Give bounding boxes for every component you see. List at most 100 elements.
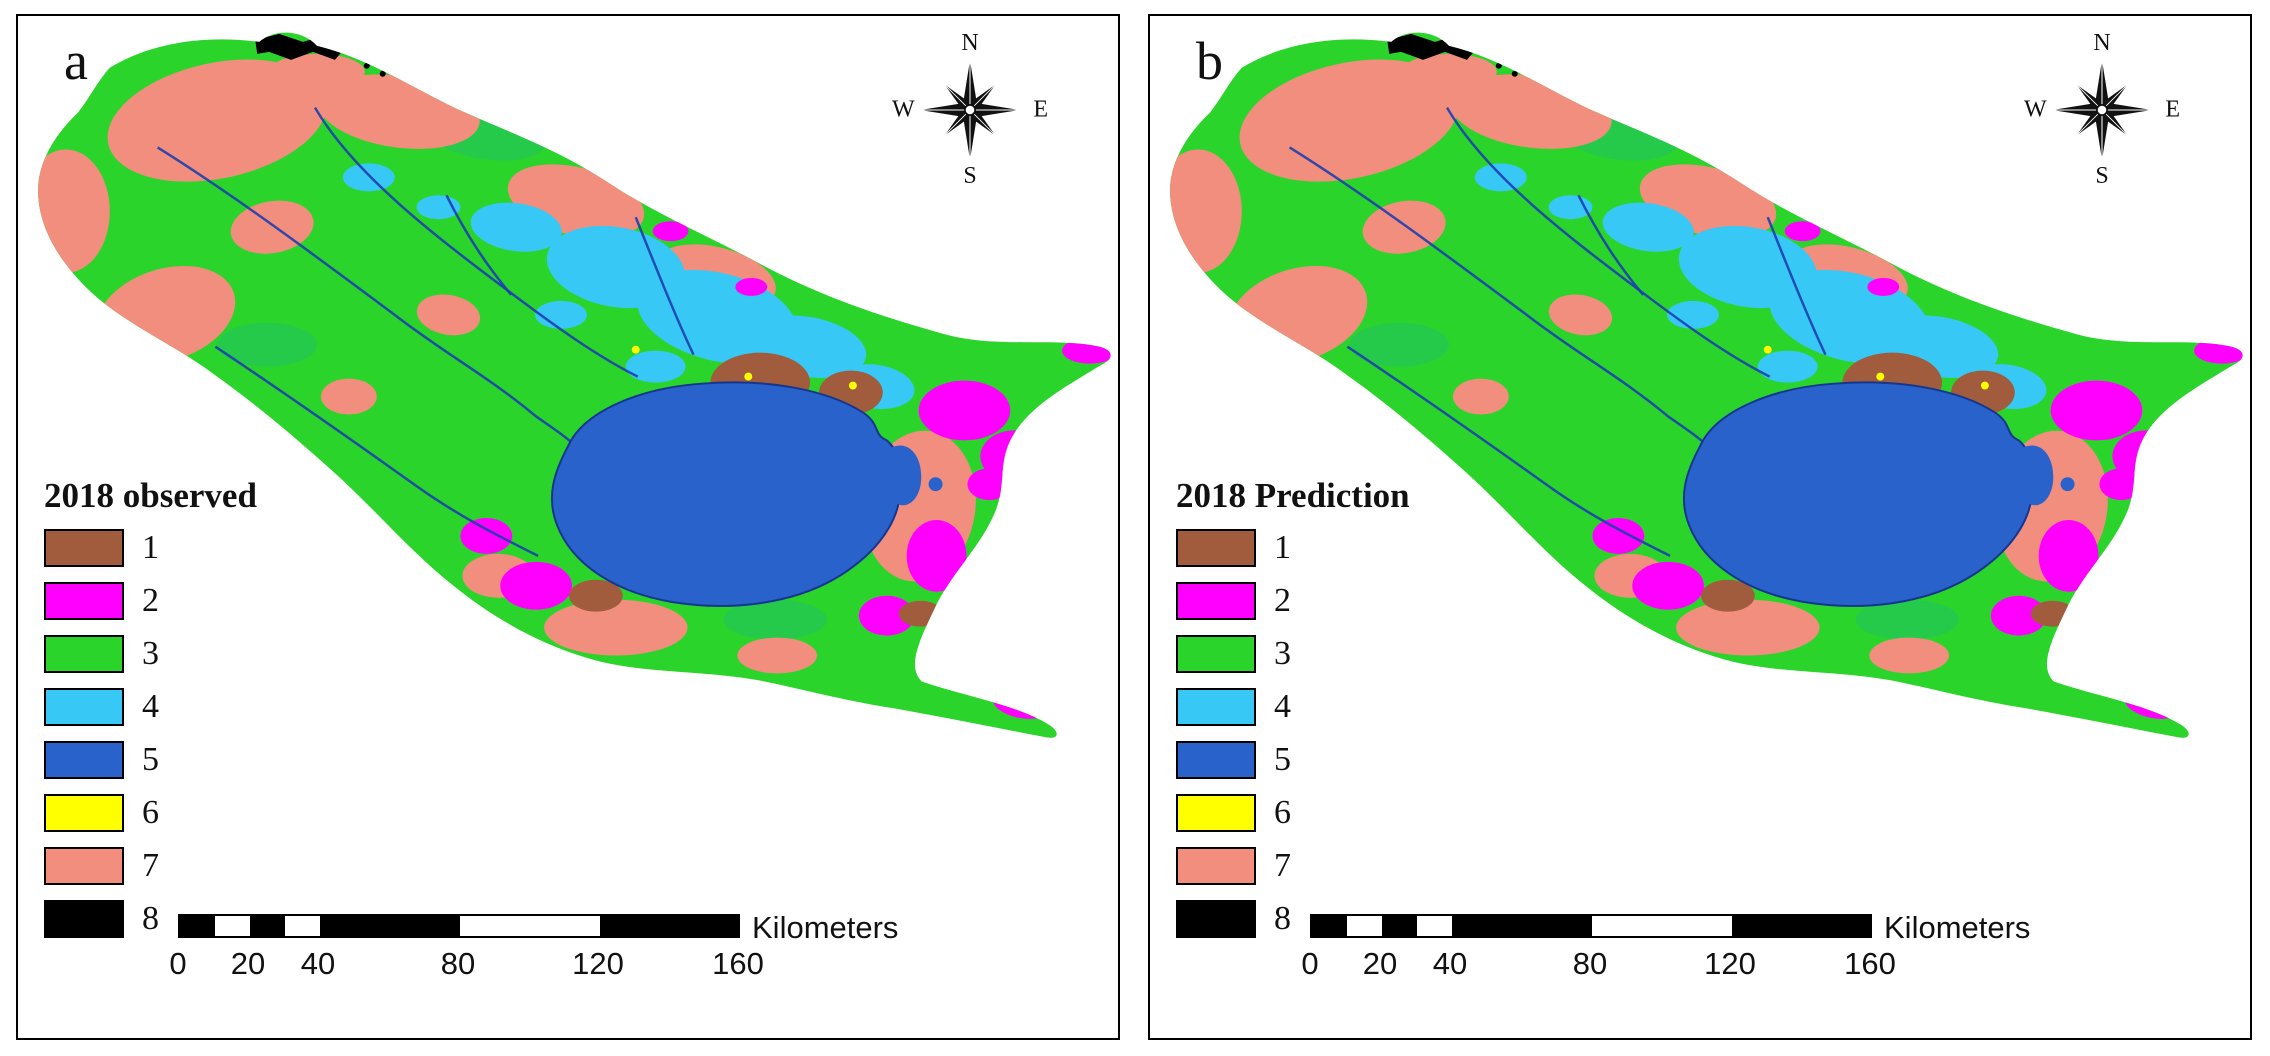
legend-row: 7 <box>1176 846 1410 886</box>
legend-row: 5 <box>44 740 257 780</box>
legend-row: 4 <box>44 687 257 727</box>
legend-swatch <box>44 582 124 620</box>
scale-segment <box>285 916 320 936</box>
scale-segment <box>1592 916 1732 936</box>
legend-swatch <box>44 741 124 779</box>
scale-segment <box>250 916 285 936</box>
legend-item-value: 6 <box>1274 794 1291 831</box>
scale-segment <box>460 916 600 936</box>
legend-row: 2 <box>1176 581 1410 621</box>
scale-segment <box>1452 916 1592 936</box>
legend-swatch <box>44 529 124 567</box>
legend-swatch <box>1176 900 1256 938</box>
compass-s-label: S <box>2095 163 2109 189</box>
scale-ticks: 0 20 40 80 120 160 <box>1301 946 1895 986</box>
legend-swatch <box>1176 688 1256 726</box>
scale-segment <box>1347 916 1382 936</box>
legend-swatch <box>44 688 124 726</box>
legend-swatch <box>44 794 124 832</box>
scale-tick: 80 <box>1572 946 1608 981</box>
scale-segment <box>215 916 250 936</box>
legend-item-value: 2 <box>142 582 159 619</box>
legend-row: 2 <box>44 581 257 621</box>
legend-row: 1 <box>1176 528 1410 568</box>
scale-segment <box>1382 916 1417 936</box>
compass-rose: N E S W <box>892 30 1048 189</box>
scale-segment <box>600 916 740 936</box>
legend-row: 6 <box>1176 793 1410 833</box>
legend-item-value: 7 <box>1274 847 1291 884</box>
legend-item-value: 2 <box>1274 582 1291 619</box>
scale-segment <box>1417 916 1452 936</box>
scale-segment <box>320 916 460 936</box>
scale-bar-segments <box>178 914 740 938</box>
legend-item-value: 1 <box>142 529 159 566</box>
scale-bar-segments <box>1310 914 1872 938</box>
compass-star-icon <box>920 60 1020 160</box>
scale-tick: 20 <box>1362 946 1398 981</box>
scale-tick: 160 <box>712 946 764 981</box>
legend-row: 5 <box>1176 740 1410 780</box>
legend-item-value: 3 <box>1274 635 1291 672</box>
compass-n-label: N <box>2093 30 2111 56</box>
legend-swatch <box>1176 635 1256 673</box>
legend-swatch <box>44 900 124 938</box>
compass-e-label: E <box>1033 96 1048 123</box>
scale-tick: 120 <box>572 946 624 981</box>
legend-swatch <box>1176 741 1256 779</box>
legend-swatch <box>1176 582 1256 620</box>
legend-row: 8 <box>44 899 257 939</box>
scale-tick: 40 <box>1432 946 1468 981</box>
scale-tick: 0 <box>169 946 187 981</box>
scale-tick: 20 <box>230 946 266 981</box>
legend-swatch <box>1176 847 1256 885</box>
panel-prediction: b N E S W 2018 Prediction 1 2 <box>1148 14 2252 1040</box>
compass-w-label: W <box>892 96 915 123</box>
panel-label: a <box>64 31 88 91</box>
legend-item-value: 6 <box>142 794 159 831</box>
legend-item-value: 4 <box>142 688 159 725</box>
legend-item-value: 7 <box>142 847 159 884</box>
scale-tick: 120 <box>1704 946 1756 981</box>
scale-bar: Kilometers 0 20 40 80 120 160 <box>168 904 1108 1000</box>
scale-segment <box>1732 916 1872 936</box>
legend-item-value: 5 <box>142 741 159 778</box>
legend-swatch <box>1176 794 1256 832</box>
compass-star-icon <box>2052 60 2152 160</box>
legend-swatch <box>44 847 124 885</box>
legend-swatch <box>44 635 124 673</box>
scale-tick: 40 <box>300 946 336 981</box>
legend-item-value: 8 <box>142 900 159 937</box>
legend: 2018 observed 1 2 3 4 5 <box>44 476 257 952</box>
compass-s-label: S <box>963 163 977 189</box>
compass-rose: N E S W <box>2024 30 2180 189</box>
compass-e-label: E <box>2165 96 2180 123</box>
panel-label: b <box>1196 31 1223 91</box>
scale-ticks: 0 20 40 80 120 160 <box>169 946 763 986</box>
scale-segment <box>1312 916 1347 936</box>
legend-row: 3 <box>44 634 257 674</box>
legend-row: 8 <box>1176 899 1410 939</box>
scale-segment <box>180 916 215 936</box>
scale-bar: Kilometers 0 20 40 80 120 160 <box>1300 904 2240 1000</box>
scale-tick: 80 <box>440 946 476 981</box>
legend-row: 3 <box>1176 634 1410 674</box>
legend-row: 6 <box>44 793 257 833</box>
panel-observed: a N E S W 2018 observed 1 2 <box>16 14 1120 1040</box>
legend-row: 7 <box>44 846 257 886</box>
scale-tick: 0 <box>1301 946 1319 981</box>
scale-unit-label: Kilometers <box>752 910 899 945</box>
legend-row: 4 <box>1176 687 1410 727</box>
scale-tick: 160 <box>1844 946 1896 981</box>
legend-title: 2018 Prediction <box>1176 476 1410 515</box>
legend-title: 2018 observed <box>44 476 257 515</box>
legend-item-value: 1 <box>1274 529 1291 566</box>
legend: 2018 Prediction 1 2 3 4 5 <box>1176 476 1410 952</box>
legend-item-value: 4 <box>1274 688 1291 725</box>
compass-w-label: W <box>2024 96 2047 123</box>
compass-n-label: N <box>961 30 979 56</box>
legend-row: 1 <box>44 528 257 568</box>
legend-swatch <box>1176 529 1256 567</box>
legend-item-value: 5 <box>1274 741 1291 778</box>
